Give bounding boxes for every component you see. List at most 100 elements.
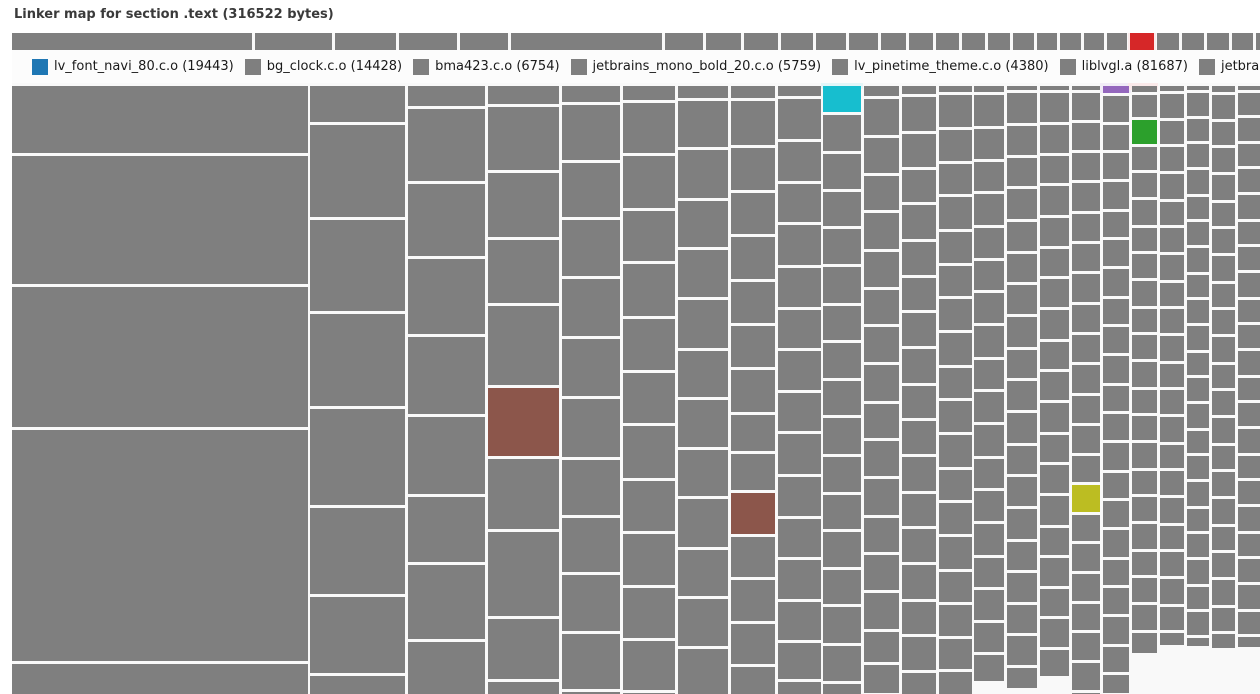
treemap-cell[interactable] (623, 588, 675, 638)
treemap-cell[interactable] (1160, 228, 1184, 252)
treemap-cell[interactable] (1103, 212, 1129, 237)
treemap-cell[interactable] (823, 532, 861, 567)
treemap-cell[interactable] (778, 434, 821, 474)
treemap-cell[interactable] (623, 156, 675, 208)
treemap-cell[interactable] (823, 86, 861, 112)
treemap-cell[interactable] (974, 524, 1004, 555)
treemap-cell[interactable] (1132, 95, 1157, 117)
top-strip-cell[interactable] (1037, 33, 1057, 50)
treemap-cell[interactable] (1132, 471, 1157, 494)
treemap-cell[interactable] (731, 86, 775, 98)
treemap-cell[interactable] (1187, 170, 1209, 194)
treemap-cell[interactable] (939, 503, 972, 534)
treemap-cell[interactable] (1187, 509, 1209, 531)
top-strip-cell[interactable] (936, 33, 959, 50)
treemap-cell[interactable] (1132, 605, 1157, 630)
treemap-cell[interactable] (974, 129, 1004, 159)
treemap-cell[interactable] (678, 101, 728, 147)
treemap-cell[interactable] (939, 130, 972, 161)
treemap-cell[interactable] (1160, 309, 1184, 333)
treemap-cell[interactable] (1160, 86, 1184, 91)
treemap-cell[interactable] (939, 86, 972, 92)
treemap-cell[interactable] (1187, 560, 1209, 584)
treemap-cell[interactable] (1103, 473, 1129, 498)
treemap-cell[interactable] (1132, 633, 1157, 653)
treemap-cell[interactable] (1040, 310, 1069, 339)
treemap-cell[interactable] (408, 642, 485, 694)
treemap-cell[interactable] (1238, 351, 1260, 375)
treemap-cell[interactable] (864, 441, 899, 476)
treemap-cell[interactable] (1132, 86, 1157, 92)
treemap-cell[interactable] (731, 237, 775, 279)
treemap-cell[interactable] (1072, 574, 1100, 601)
treemap-cell[interactable] (864, 290, 899, 324)
treemap-cell[interactable] (562, 220, 620, 276)
treemap-cell[interactable] (939, 470, 972, 500)
treemap-cell[interactable] (1212, 203, 1235, 226)
treemap-cell[interactable] (623, 481, 675, 531)
treemap-cell[interactable] (902, 457, 936, 491)
treemap-cell[interactable] (1072, 183, 1100, 211)
top-strip-cell[interactable] (849, 33, 878, 50)
treemap-cell[interactable] (1007, 509, 1037, 539)
treemap-cell[interactable] (1238, 378, 1260, 400)
treemap-cell[interactable] (1103, 588, 1129, 614)
treemap-cell[interactable] (823, 607, 861, 643)
treemap-cell[interactable] (1007, 350, 1037, 378)
treemap-cell[interactable] (1212, 418, 1235, 443)
treemap-cell[interactable] (902, 565, 936, 599)
treemap-cell[interactable] (488, 306, 559, 385)
treemap-cell[interactable] (1187, 378, 1209, 401)
treemap-cell[interactable] (1187, 222, 1209, 245)
treemap-cell[interactable] (623, 641, 675, 690)
treemap-cell[interactable] (623, 534, 675, 585)
treemap-cell[interactable] (731, 148, 775, 190)
treemap-cell[interactable] (1132, 335, 1157, 359)
treemap-cell[interactable] (1007, 86, 1037, 90)
treemap-cell[interactable] (562, 339, 620, 396)
treemap-cell[interactable] (1040, 372, 1069, 400)
treemap-cell[interactable] (1072, 123, 1100, 150)
treemap-cell[interactable] (974, 558, 1004, 587)
top-strip-cell[interactable] (255, 33, 332, 50)
treemap-cell[interactable] (778, 351, 821, 390)
treemap-cell[interactable] (823, 267, 861, 303)
top-strip-cell[interactable] (399, 33, 457, 50)
treemap-cell[interactable] (1072, 456, 1100, 482)
treemap-cell[interactable] (1238, 507, 1260, 531)
top-strip-cell[interactable] (1107, 33, 1127, 50)
treemap-cell[interactable] (1132, 390, 1157, 413)
treemap-cell[interactable] (864, 518, 899, 552)
treemap-cell[interactable] (1212, 391, 1235, 415)
treemap-cell[interactable] (1187, 404, 1209, 428)
treemap-cell[interactable] (678, 649, 728, 694)
treemap-cell[interactable] (1187, 86, 1209, 90)
treemap-cell[interactable] (1072, 153, 1100, 180)
treemap-cell[interactable] (1132, 281, 1157, 306)
treemap-cell[interactable] (939, 639, 972, 669)
treemap-cell[interactable] (488, 86, 559, 104)
treemap-cell[interactable] (778, 602, 821, 640)
treemap-cell[interactable] (562, 575, 620, 631)
treemap-cell[interactable] (1103, 386, 1129, 411)
treemap-cell[interactable] (1072, 544, 1100, 571)
treemap-cell[interactable] (12, 664, 308, 694)
treemap-cell[interactable] (1103, 530, 1129, 557)
treemap-cell[interactable] (823, 381, 861, 415)
treemap-cell[interactable] (823, 457, 861, 492)
top-strip-cell[interactable] (881, 33, 906, 50)
treemap-cell[interactable] (1238, 195, 1260, 219)
treemap-cell[interactable] (1132, 497, 1157, 521)
treemap-cell[interactable] (488, 532, 559, 616)
treemap-cell[interactable] (1072, 633, 1100, 660)
treemap-cell[interactable] (1160, 498, 1184, 523)
treemap-cell[interactable] (731, 193, 775, 234)
treemap-cell[interactable] (939, 299, 972, 330)
treemap-cell[interactable] (864, 176, 899, 210)
top-strip-cell[interactable] (1130, 33, 1154, 50)
treemap-cell[interactable] (902, 494, 936, 526)
top-strip-cell[interactable] (1207, 33, 1229, 50)
treemap-cell[interactable] (902, 97, 936, 131)
treemap-cell[interactable] (623, 264, 675, 316)
treemap-cell[interactable] (864, 86, 899, 96)
